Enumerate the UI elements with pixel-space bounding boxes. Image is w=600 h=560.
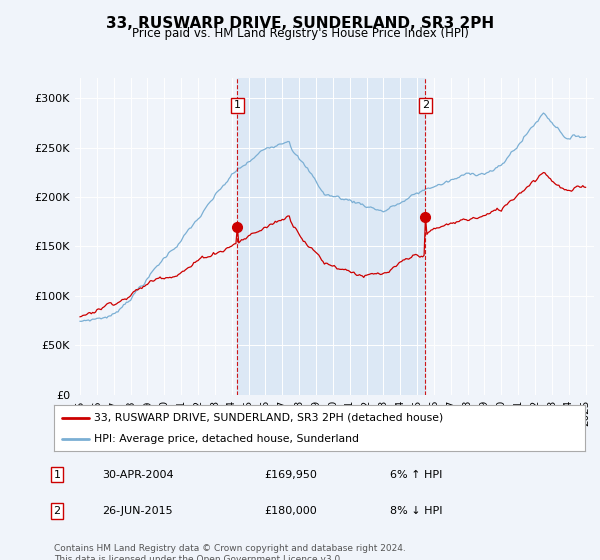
Text: 1: 1 xyxy=(53,470,61,479)
Text: 33, RUSWARP DRIVE, SUNDERLAND, SR3 2PH: 33, RUSWARP DRIVE, SUNDERLAND, SR3 2PH xyxy=(106,16,494,31)
Text: 2: 2 xyxy=(422,100,429,110)
Text: 8% ↓ HPI: 8% ↓ HPI xyxy=(390,506,443,516)
Text: Price paid vs. HM Land Registry's House Price Index (HPI): Price paid vs. HM Land Registry's House … xyxy=(131,27,469,40)
Text: Contains HM Land Registry data © Crown copyright and database right 2024.
This d: Contains HM Land Registry data © Crown c… xyxy=(54,544,406,560)
Text: 1: 1 xyxy=(234,100,241,110)
Text: 6% ↑ HPI: 6% ↑ HPI xyxy=(390,470,442,479)
Text: £180,000: £180,000 xyxy=(264,506,317,516)
Text: 2: 2 xyxy=(53,506,61,516)
Text: £169,950: £169,950 xyxy=(264,470,317,479)
Text: 26-JUN-2015: 26-JUN-2015 xyxy=(102,506,173,516)
Text: 33, RUSWARP DRIVE, SUNDERLAND, SR3 2PH (detached house): 33, RUSWARP DRIVE, SUNDERLAND, SR3 2PH (… xyxy=(94,413,443,423)
Text: HPI: Average price, detached house, Sunderland: HPI: Average price, detached house, Sund… xyxy=(94,435,359,444)
Bar xyxy=(237,78,425,395)
Text: 30-APR-2004: 30-APR-2004 xyxy=(102,470,173,479)
